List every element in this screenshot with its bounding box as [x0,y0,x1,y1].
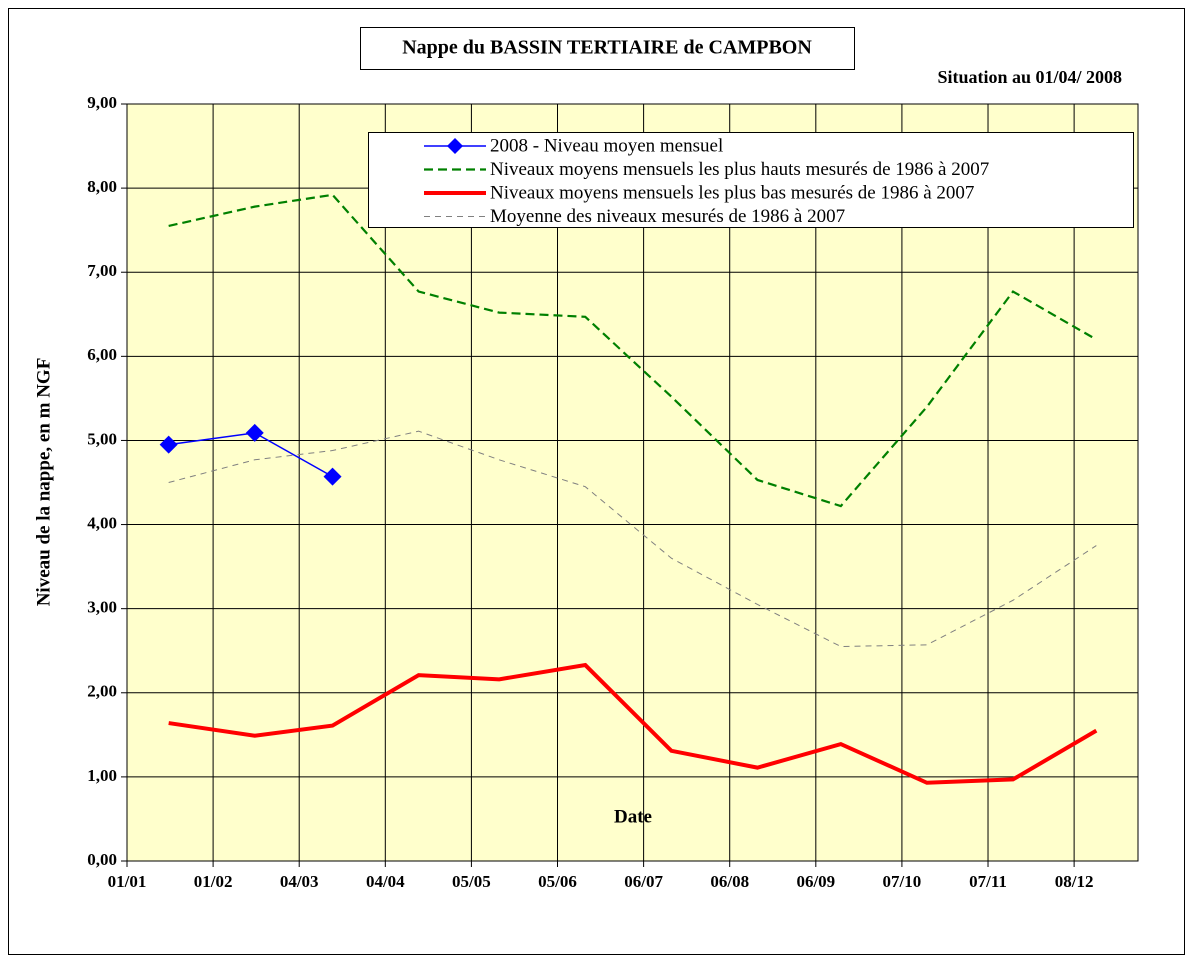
y-tick-label: 3,00 [87,598,117,617]
legend-label: Moyenne des niveaux mesurés de 1986 à 20… [490,206,845,227]
plot-border [126,103,1139,862]
series-line [168,430,1097,648]
title-box [360,27,855,70]
y-tick-label: 5,00 [87,429,117,448]
x-tick-label: 07/10 [883,872,922,891]
x-tick-label: 04/04 [366,872,405,891]
x-tick-label: 08/12 [1055,872,1094,891]
x-tick-label: 05/06 [538,872,577,891]
y-tick-label: 6,00 [87,345,117,364]
data-point [159,435,178,454]
x-tick-label: 01/02 [194,872,233,891]
y-tick-label: 9,00 [87,93,117,112]
x-tick-label: 07/11 [969,872,1007,891]
x-tick-label: 06/07 [624,872,663,891]
legend-label: Niveaux moyens mensuels les plus hauts m… [490,159,989,180]
x-tick-label: 01/01 [108,872,147,891]
x-axis-label: Date [614,806,652,827]
legend-box [368,132,1134,228]
y-tick-label: 8,00 [87,177,117,196]
x-tick-label: 06/08 [710,872,749,891]
legend-label: Niveaux moyens mensuels les plus bas mes… [490,182,974,203]
x-tick-label: 04/03 [280,872,319,891]
series-line [168,662,1098,785]
y-axis-label: Niveau de la nappe, en m NGF [33,358,54,607]
y-tick-label: 2,00 [87,682,117,701]
plot-area [127,104,1138,861]
data-point [323,467,342,486]
x-tick-label: 05/05 [452,872,491,891]
chart-subtitle: Situation au 01/04/ 2008 [937,67,1122,87]
legend-marker [447,138,463,154]
x-tick-label: 06/09 [796,872,835,891]
y-tick-label: 4,00 [87,513,117,532]
y-tick-label: 0,00 [87,850,117,869]
data-point [245,423,264,442]
y-tick-label: 1,00 [87,766,117,785]
y-tick-label: 7,00 [87,261,117,280]
legend-label: 2008 - Niveau moyen mensuel [490,135,723,156]
chart-title: Nappe du BASSIN TERTIAIRE de CAMPBON [402,37,812,59]
series-line [168,193,1097,508]
